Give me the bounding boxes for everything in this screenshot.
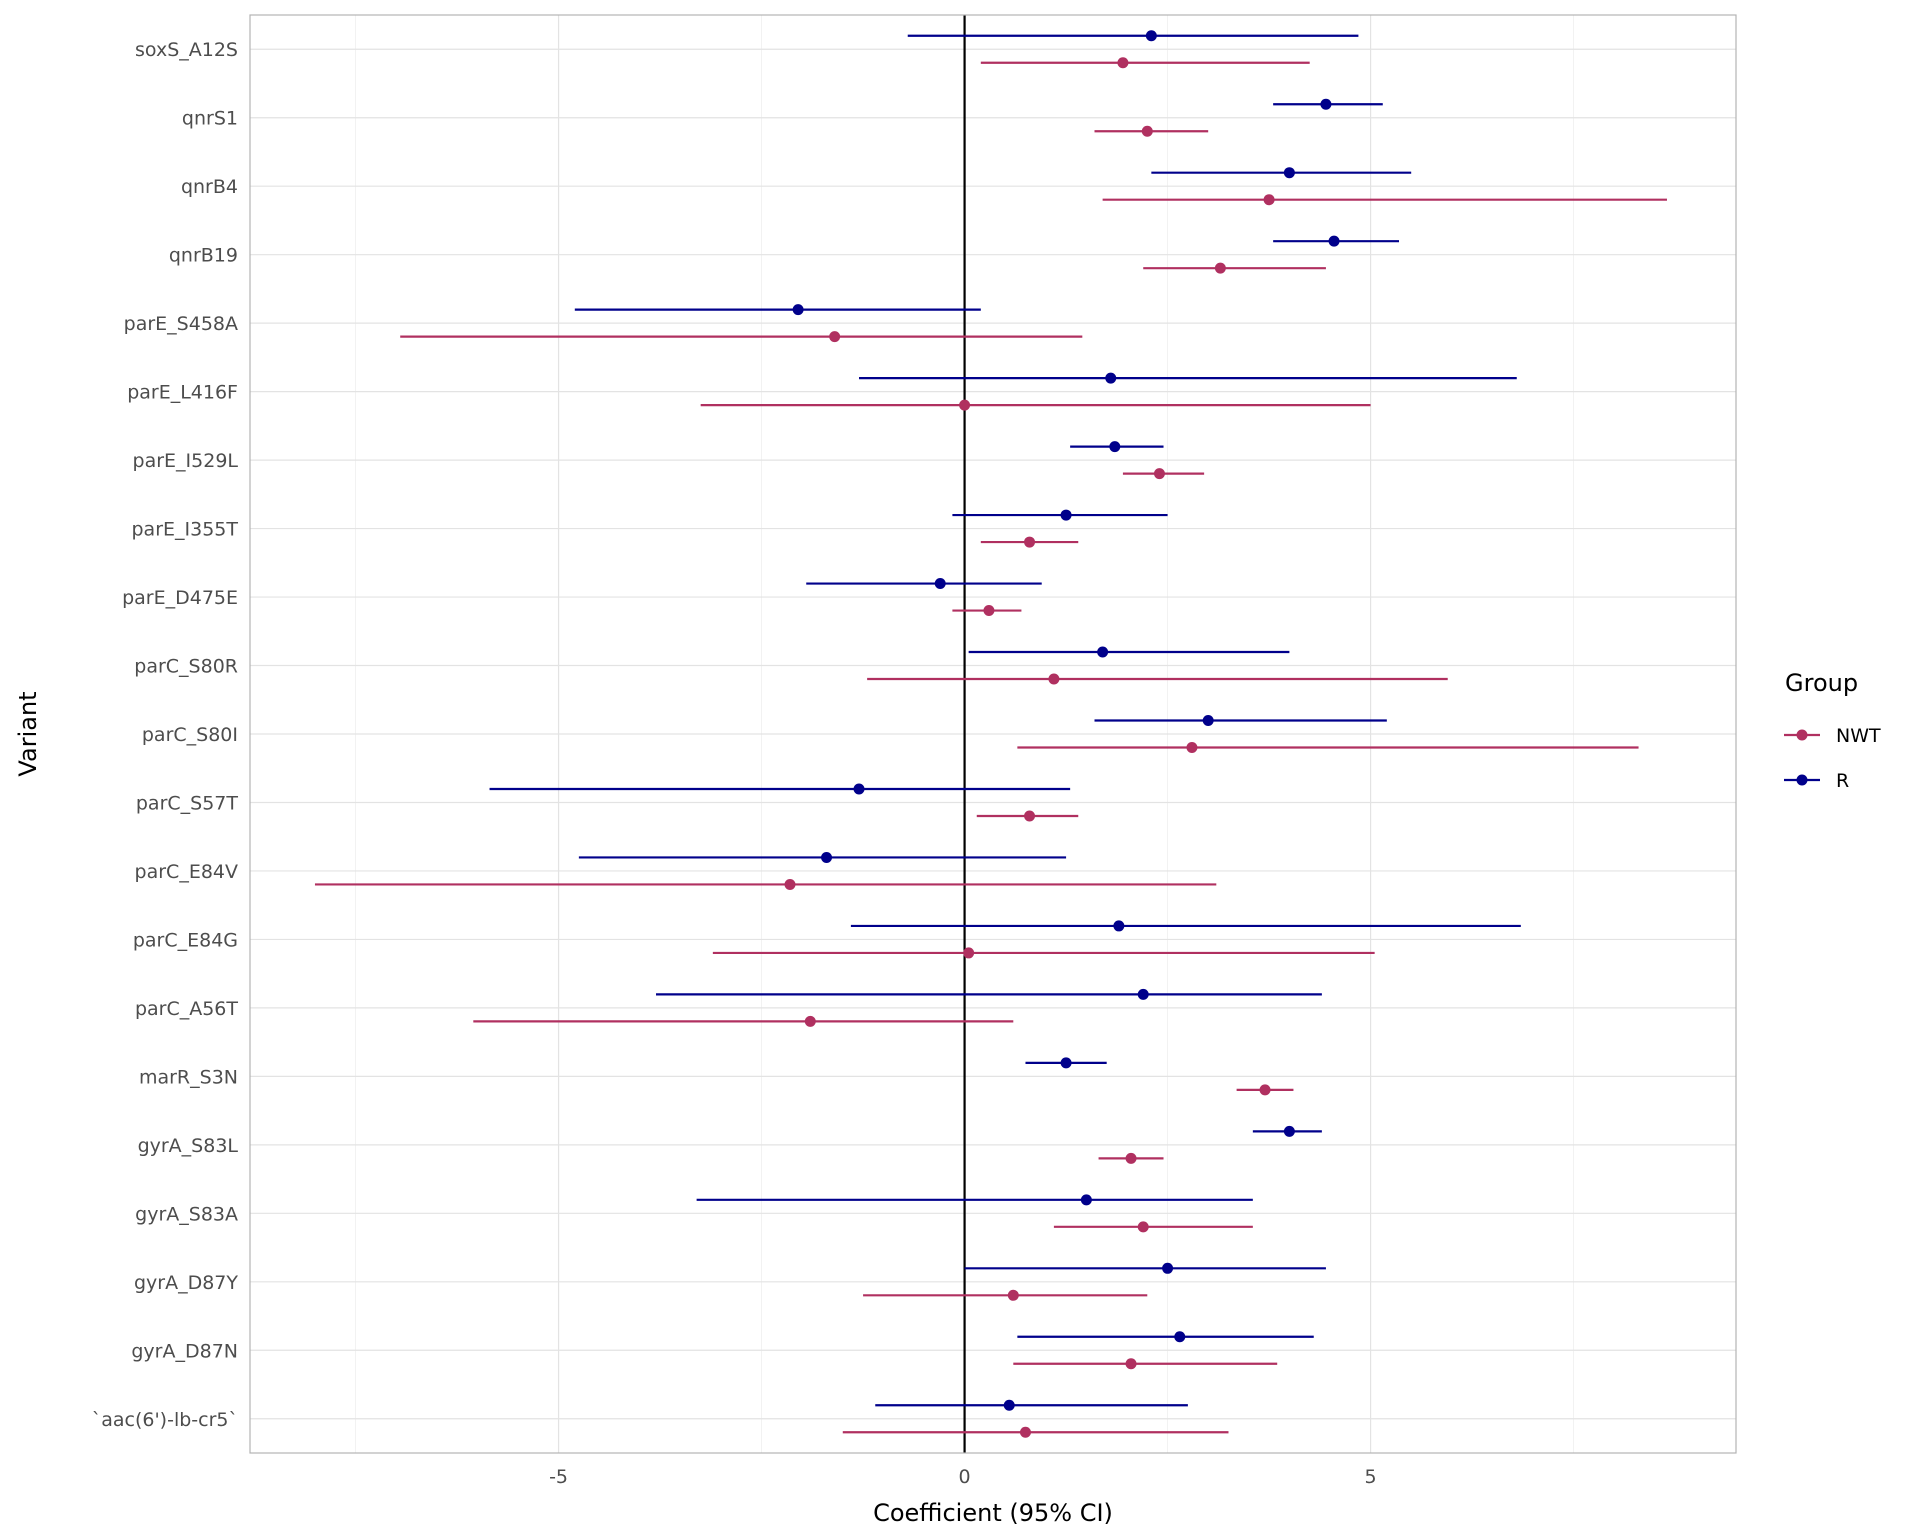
- estimate-point-r: [853, 783, 865, 795]
- y-axis-tick-labels: soxS_A12S qnrS1 qnrB4 qnrB19 parE_S458A parE_…: [92, 39, 239, 1431]
- estimate-point-nwt: [1024, 810, 1036, 822]
- y-tick-label: parC_E84G: [133, 929, 238, 951]
- estimate-point-r: [1113, 920, 1125, 932]
- estimate-point-r: [1283, 1125, 1295, 1137]
- y-tick-label: gyrA_D87Y: [134, 1272, 238, 1294]
- y-tick-label: gyrA_S83L: [138, 1135, 239, 1157]
- estimate-point-nwt: [963, 947, 975, 959]
- series-marks: [314, 30, 1667, 1438]
- estimate-point-r: [1003, 1399, 1015, 1411]
- estimate-point-r: [1174, 1331, 1186, 1343]
- y-tick-label: qnrS1: [182, 108, 238, 130]
- y-tick-label: parC_E84V: [135, 861, 238, 883]
- estimate-point-r: [1283, 167, 1295, 179]
- estimate-point-nwt: [1214, 262, 1226, 274]
- estimate-point-r: [934, 578, 946, 590]
- legend-label: NWT: [1836, 725, 1881, 747]
- estimate-point-nwt: [829, 331, 841, 343]
- estimate-point-nwt: [1024, 536, 1036, 548]
- y-tick-label: parE_S458A: [124, 313, 238, 335]
- legend: Group NWT R: [1784, 669, 1881, 792]
- x-tick-label: -5: [549, 1466, 568, 1488]
- y-tick-label: `aac(6')-lb-cr5`: [92, 1409, 238, 1431]
- y-axis-title: Variant: [14, 691, 42, 776]
- legend-key-point: [1796, 729, 1808, 741]
- y-tick-label: qnrB19: [169, 245, 238, 267]
- panel-border: [249, 14, 1737, 1454]
- estimate-point-nwt: [1186, 742, 1198, 753]
- estimate-point-r: [1109, 441, 1121, 453]
- estimate-point-nwt: [784, 878, 796, 890]
- estimate-point-nwt: [804, 1015, 816, 1027]
- estimate-point-nwt: [1263, 194, 1275, 206]
- y-tick-label: parC_S80R: [134, 656, 238, 678]
- estimate-point-r: [1097, 646, 1109, 658]
- y-tick-label: gyrA_S83A: [135, 1203, 238, 1225]
- y-tick-label: gyrA_D87N: [131, 1340, 238, 1362]
- series-r: [489, 30, 1521, 1411]
- y-tick-label: soxS_A12S: [135, 39, 238, 61]
- legend-title: Group: [1785, 669, 1858, 697]
- estimate-point-nwt: [1153, 468, 1165, 480]
- x-axis-tick-labels: -5 0 5: [549, 1466, 1377, 1488]
- estimate-point-nwt: [983, 605, 995, 617]
- legend-item-r: R: [1784, 770, 1849, 792]
- legend-label: R: [1836, 770, 1849, 792]
- legend-item-nwt: NWT: [1784, 725, 1881, 747]
- estimate-point-nwt: [1141, 125, 1153, 137]
- estimate-point-nwt: [1048, 673, 1060, 685]
- legend-key-point: [1796, 774, 1808, 786]
- estimate-point-r: [1060, 1057, 1072, 1069]
- panel-grid: [250, 15, 1736, 1453]
- y-tick-label: marR_S3N: [139, 1066, 238, 1088]
- x-tick-label: 0: [959, 1466, 971, 1488]
- y-tick-label: parE_L416F: [127, 382, 238, 404]
- estimate-point-nwt: [959, 399, 971, 411]
- estimate-point-nwt: [1007, 1289, 1019, 1301]
- estimate-point-r: [1080, 1194, 1092, 1206]
- y-tick-label: qnrB4: [181, 176, 238, 198]
- x-tick-label: 5: [1365, 1466, 1377, 1488]
- estimate-point-r: [1202, 715, 1214, 726]
- x-axis-title: Coefficient (95% CI): [873, 1499, 1113, 1527]
- y-tick-label: parC_S57T: [136, 792, 239, 814]
- y-tick-label: parE_I529L: [133, 450, 239, 472]
- estimate-point-nwt: [1019, 1426, 1031, 1438]
- estimate-point-r: [792, 304, 804, 316]
- estimate-point-nwt: [1137, 1221, 1149, 1233]
- estimate-point-r: [821, 851, 833, 863]
- estimate-point-nwt: [1125, 1358, 1137, 1370]
- estimate-point-nwt: [1117, 57, 1129, 69]
- estimate-point-r: [1137, 988, 1149, 1000]
- y-tick-label: parE_I355T: [132, 519, 239, 541]
- estimate-point-nwt: [1259, 1084, 1271, 1096]
- y-tick-label: parC_S80I: [142, 724, 238, 746]
- y-tick-label: parC_A56T: [135, 998, 238, 1020]
- estimate-point-r: [1060, 509, 1072, 521]
- y-tick-label: parE_D475E: [122, 587, 238, 609]
- estimate-point-r: [1328, 235, 1340, 247]
- estimate-point-r: [1320, 98, 1332, 110]
- series-nwt: [314, 57, 1667, 1438]
- estimate-point-nwt: [1125, 1152, 1137, 1164]
- estimate-point-r: [1145, 30, 1157, 42]
- estimate-point-r: [1162, 1262, 1174, 1274]
- estimate-point-r: [1105, 372, 1117, 384]
